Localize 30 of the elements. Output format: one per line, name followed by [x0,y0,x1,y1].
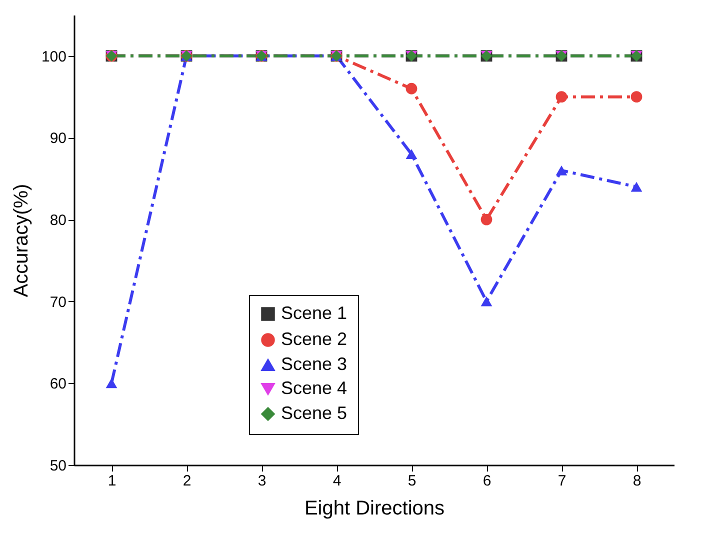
y-tick-label: 50 [50,458,66,474]
point [630,91,642,103]
x-tick-label: 4 [332,472,342,490]
point [556,166,568,176]
legend-label: Scene 5 [281,403,348,423]
x-tick-label: 5 [408,472,416,490]
y-tick-label: 90 [50,130,66,148]
point [106,378,118,388]
x-tick-label: 2 [182,472,192,490]
legend-label: Scene 1 [281,303,348,323]
y-tick-label: 80 [50,212,66,230]
point [630,182,642,192]
y-tick-label: 60 [50,376,66,393]
x-tick-label: 8 [632,472,642,490]
point [556,91,568,103]
x-axis-title: Eight Directions [304,498,445,520]
legend-label: Scene 4 [281,378,348,398]
point [406,82,418,94]
x-tick-label: 3 [258,472,266,490]
y-tick-label: 100 [41,48,66,66]
x-tick-label: 7 [558,472,566,490]
point [480,214,492,226]
x-tick-label: 1 [108,472,116,490]
legend-label: Scene 3 [281,354,348,374]
y-axis-title: Accuracy(%) [10,184,32,298]
legend-label: Scene 2 [281,329,348,349]
point [406,149,418,160]
y-tick-label: 70 [50,294,66,311]
x-tick-label: 6 [482,472,492,490]
point [480,296,492,306]
